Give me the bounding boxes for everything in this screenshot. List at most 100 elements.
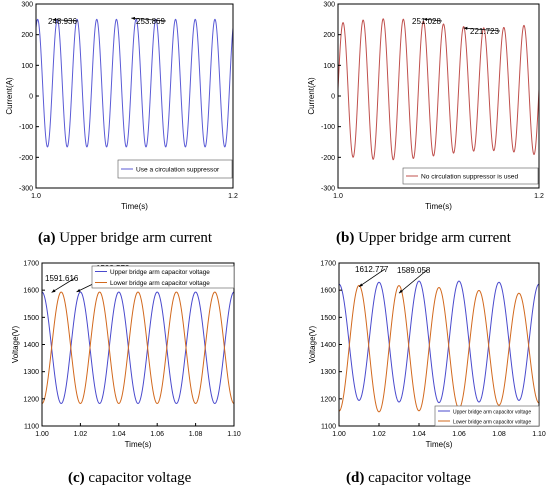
y-axis-label: Current(A) xyxy=(5,77,14,115)
legend-label: Lower bridge arm capacitor voltage xyxy=(110,280,210,287)
series-line-1 xyxy=(36,18,233,148)
x-axis-label: Time(s) xyxy=(125,440,152,449)
x-tick-label: 1.08 xyxy=(189,431,203,438)
caption-b-text: Upper bridge arm current xyxy=(358,230,511,246)
x-tick-label: 1.04 xyxy=(112,431,126,438)
series-line-2 xyxy=(339,284,539,413)
chart-c: 1100 1200 1300 1400 1500 1600 1700 1.00 1.02 1.04… xyxy=(11,261,241,450)
y-tick-label: -200 xyxy=(19,155,33,162)
caption-d-text: capacitor voltage xyxy=(368,470,471,486)
annotation-arrowhead xyxy=(76,288,81,292)
y-axis-label: Voltage(V) xyxy=(11,325,20,363)
caption-d: (d) capacitor voltage xyxy=(346,470,471,487)
caption-d-tag: (d) xyxy=(346,470,365,486)
y-tick-label: 1700 xyxy=(23,261,39,268)
annotation-label: 248.936 xyxy=(48,17,77,26)
y-tick-label: 1200 xyxy=(320,396,336,403)
y-tick-label: 1600 xyxy=(23,288,39,295)
annotation-arrowhead xyxy=(359,283,363,287)
annotation-arrowhead xyxy=(423,17,428,21)
y-tick-label: 300 xyxy=(323,2,335,9)
y-tick-label: 1300 xyxy=(320,369,336,376)
legend-box xyxy=(91,265,235,289)
y-tick-label: 1400 xyxy=(23,342,39,349)
x-tick-label: 1.00 xyxy=(35,431,49,438)
y-tick-label: -100 xyxy=(321,124,335,131)
y-tick-label: 1500 xyxy=(320,315,336,322)
series-line-1 xyxy=(339,280,539,404)
annotation-label: 253.869 xyxy=(136,17,165,26)
x-tick-label: 1.0 xyxy=(31,193,41,200)
y-tick-label: 200 xyxy=(323,32,335,39)
x-tick-label: 1.2 xyxy=(534,193,544,200)
annotation-arrow xyxy=(398,269,428,294)
y-tick-label: -300 xyxy=(19,186,33,193)
x-tick-label: 1.02 xyxy=(74,431,88,438)
y-tick-label: 100 xyxy=(21,63,33,70)
annotation-arrow xyxy=(358,268,386,288)
x-axis-label: Time(s) xyxy=(425,202,452,211)
annotation-arrowhead xyxy=(463,26,468,30)
x-tick-label: 1.06 xyxy=(452,431,466,438)
annotation-arrow xyxy=(52,19,79,22)
annotation-arrowhead xyxy=(52,18,57,22)
annotation-arrowhead xyxy=(399,289,403,294)
x-axis-label: Time(s) xyxy=(426,440,453,449)
x-tick-label: 1.08 xyxy=(492,431,506,438)
series-line-2 xyxy=(42,291,234,404)
legend-label: Upper bridge arm capacitor voltage xyxy=(453,409,531,415)
y-axis-label: Voltage(V) xyxy=(308,325,317,363)
caption-a-tag: (a) xyxy=(38,230,56,246)
annotation-arrow xyxy=(131,17,167,22)
legend-box xyxy=(402,167,539,185)
annotation-label: 1591.616 xyxy=(45,274,79,283)
y-tick-label: -200 xyxy=(321,155,335,162)
annotation-arrowhead xyxy=(51,289,56,293)
annotation-label: 221.723 xyxy=(470,27,499,36)
x-tick-label: 1.00 xyxy=(332,431,346,438)
legend-label: Lower bridge arm capacitor voltage xyxy=(453,419,531,425)
x-tick-label: 1.2 xyxy=(228,193,238,200)
y-tick-label: 0 xyxy=(331,94,335,101)
x-tick-label: 1.06 xyxy=(150,431,164,438)
y-tick-label: -100 xyxy=(19,124,33,131)
x-tick-label: 1.10 xyxy=(532,431,546,438)
annotation-label: 1612.777 xyxy=(355,265,389,274)
caption-c-tag: (c) xyxy=(68,470,85,486)
x-tick-label: 1.02 xyxy=(372,431,386,438)
y-tick-label: 1500 xyxy=(23,315,39,322)
legend-box xyxy=(434,405,540,427)
series-line-1 xyxy=(338,18,539,161)
y-tick-label: -300 xyxy=(321,186,335,193)
y-tick-label: 200 xyxy=(21,32,33,39)
legend-label: Upper bridge arm capacitor voltage xyxy=(110,269,210,276)
x-tick-label: 1.04 xyxy=(412,431,426,438)
y-tick-label: 1100 xyxy=(321,424,336,431)
legend-label: No circulation suppressor is used xyxy=(421,173,518,180)
y-tick-label: 0 xyxy=(29,94,33,101)
annotation-arrow xyxy=(51,277,76,293)
annotation-label: 1589.058 xyxy=(397,266,431,275)
chart-d: 1100 1200 1300 1400 1500 1600 1700 1.00 1.02 1.04… xyxy=(308,261,546,450)
legend-box xyxy=(117,159,233,179)
y-tick-label: 300 xyxy=(21,2,33,9)
x-tick-label: 1.0 xyxy=(333,193,343,200)
y-tick-label: 1300 xyxy=(23,369,39,376)
y-tick-label: 100 xyxy=(323,63,335,70)
annotation-arrow xyxy=(463,27,501,32)
y-tick-label: 1200 xyxy=(23,396,39,403)
caption-c-text: capacitor voltage xyxy=(88,470,192,486)
chart-a: -300 -200 -100 0 100 200 300 1.0 1.2 Time(s) Curre… xyxy=(5,2,238,212)
y-tick-label: 1100 xyxy=(24,424,39,431)
caption-b: (b) Upper bridge arm current xyxy=(336,230,511,247)
caption-a: (a) Upper bridge arm current xyxy=(38,230,212,247)
y-tick-label: 1700 xyxy=(320,261,336,268)
y-axis-label: Current(A) xyxy=(307,77,316,115)
y-tick-label: 1600 xyxy=(320,288,336,295)
legend-label: Use a circulation suppressor xyxy=(136,166,220,173)
series-line-1 xyxy=(42,291,234,404)
x-axis-label: Time(s) xyxy=(121,202,148,211)
caption-b-tag: (b) xyxy=(336,230,355,246)
x-tick-label: 1.10 xyxy=(227,431,241,438)
